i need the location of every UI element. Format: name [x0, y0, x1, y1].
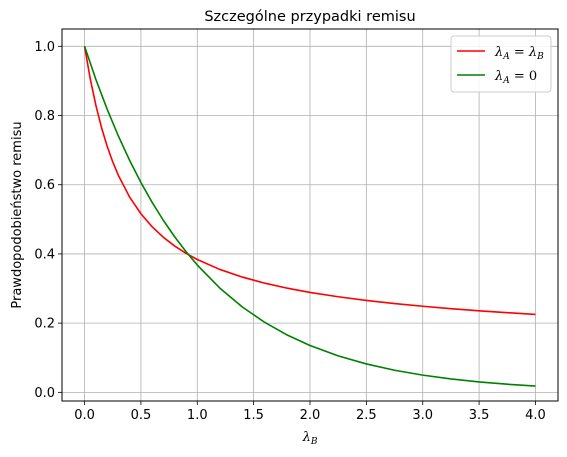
- legend-label-0: λA = λB: [494, 45, 544, 62]
- x-axis-label: λB: [302, 430, 318, 447]
- grid: [62, 29, 558, 401]
- x-tick-label: 1.0: [187, 408, 208, 423]
- x-tick-label: 3.0: [412, 408, 433, 423]
- series-line-1: [83, 46, 536, 387]
- y-tick-label: 0.6: [34, 178, 55, 193]
- chart-title: Szczególne przypadki remisu: [204, 9, 415, 25]
- x-tick-label: 3.5: [469, 408, 490, 423]
- legend: λA = λB λA = 0: [450, 35, 552, 93]
- x-tick-label: 2.0: [300, 408, 321, 423]
- y-axis-label: Prawdopodobieństwo remisu: [10, 121, 25, 308]
- series-group: [83, 46, 536, 387]
- x-tick-label: 1.5: [243, 408, 264, 423]
- y-tick-label: 0.4: [34, 247, 55, 262]
- x-tick-label: 2.5: [356, 408, 377, 423]
- y-ticks: 0.0 0.2 0.4 0.6 0.8 1.0: [34, 40, 62, 401]
- legend-frame: [450, 35, 552, 93]
- y-tick-label: 1.0: [34, 40, 55, 55]
- series-line-0: [83, 46, 536, 316]
- y-tick-label: 0.2: [34, 317, 55, 332]
- x-tick-label: 0.0: [74, 408, 95, 423]
- legend-label-1: λA = 0: [494, 69, 537, 86]
- x-ticks: 0.0 0.5 1.0 1.5 2.0 2.5 3.0 3.5 4.0: [74, 401, 546, 423]
- x-tick-label: 4.0: [525, 408, 546, 423]
- y-tick-label: 0.8: [34, 109, 55, 124]
- x-tick-label: 0.5: [131, 408, 152, 423]
- y-tick-label: 0.0: [34, 386, 55, 401]
